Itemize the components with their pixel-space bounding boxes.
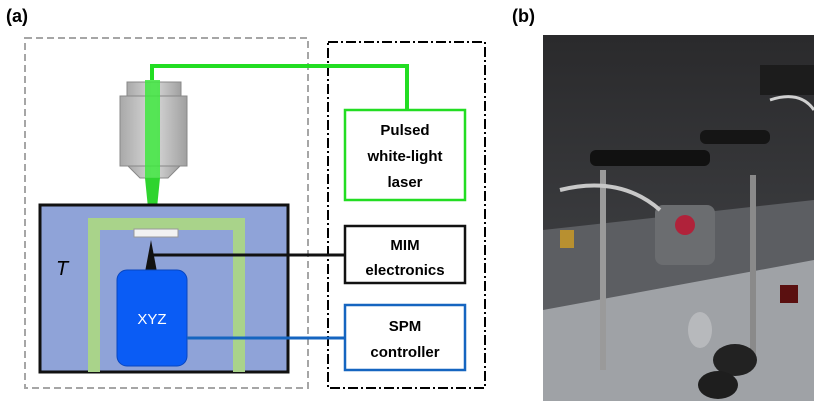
laser-beam bbox=[152, 66, 407, 110]
panel-label: (b) bbox=[512, 6, 535, 26]
box-text: Pulsed bbox=[380, 122, 429, 139]
temperature-label: T bbox=[56, 258, 70, 280]
box-text: white-light bbox=[367, 148, 443, 165]
setup-photo bbox=[543, 35, 814, 401]
figure: (a) XYZ T Pulsed white-light laser MIM e… bbox=[0, 0, 814, 401]
stage-label: XYZ bbox=[137, 311, 166, 328]
box-text: controller bbox=[370, 344, 439, 361]
panel-label: (a) bbox=[6, 6, 28, 26]
box-text: MIM bbox=[390, 237, 419, 254]
laser-beam bbox=[145, 80, 160, 178]
sample bbox=[134, 229, 178, 237]
box-text: laser bbox=[387, 174, 422, 191]
box-text: SPM bbox=[389, 318, 422, 335]
box-text: electronics bbox=[365, 262, 444, 279]
